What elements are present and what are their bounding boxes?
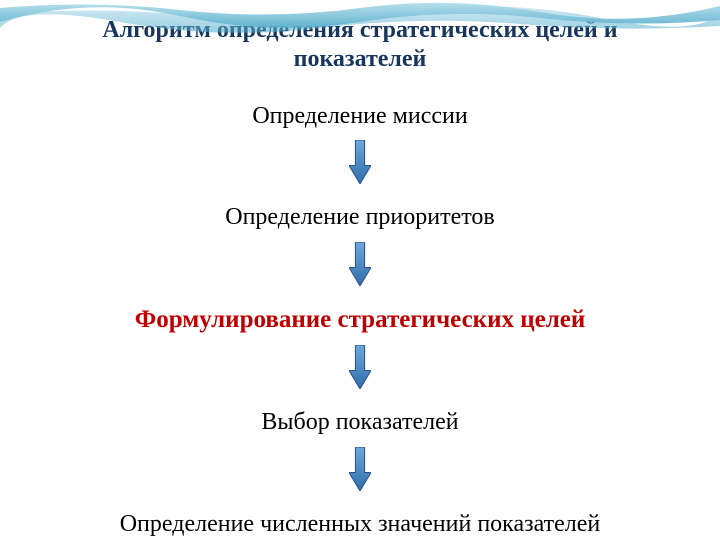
arrow-down-icon: [349, 447, 371, 491]
flow-arrow: [349, 242, 371, 291]
flow-step: Формулирование стратегических целей: [135, 305, 586, 335]
flow-step: Выбор показателей: [261, 408, 458, 437]
flow-arrow: [349, 447, 371, 496]
title-line-2: показателей: [294, 46, 427, 72]
flow-arrow: [349, 140, 371, 189]
flow-step: Определение миссии: [252, 102, 467, 131]
flow-container: Определение миссии Определение приоритето…: [0, 102, 720, 539]
arrow-down-icon: [349, 345, 371, 389]
title-line-1: Алгоритм определения стратегических целе…: [102, 17, 617, 43]
flow-step: Определение численных значений показател…: [120, 510, 601, 539]
flow-arrow: [349, 345, 371, 394]
page-title: Алгоритм определения стратегических целе…: [0, 0, 720, 74]
arrow-down-icon: [349, 140, 371, 184]
arrow-down-icon: [349, 242, 371, 286]
flow-step: Определение приоритетов: [225, 203, 495, 232]
